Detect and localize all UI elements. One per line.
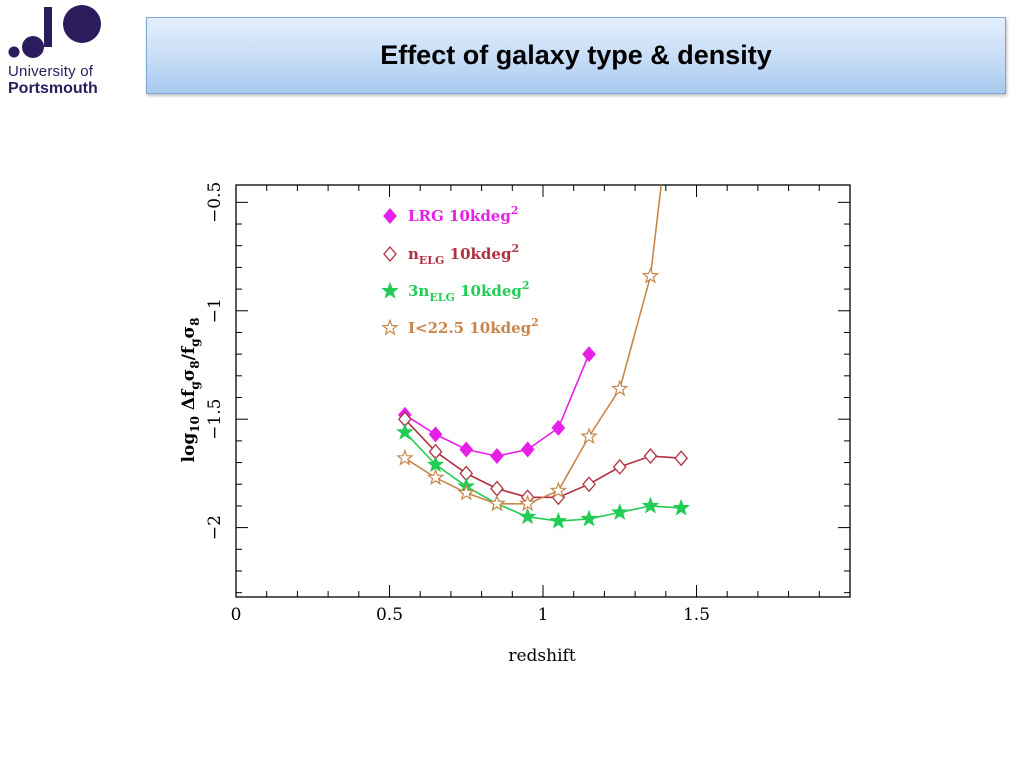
legend-label: nELG 10kdeg2 (408, 242, 519, 267)
series-1 (397, 346, 596, 465)
series-2 (397, 411, 689, 506)
legend-item-1: LRG 10kdeg2 (383, 204, 519, 225)
logo-dot-small (8, 46, 20, 58)
data-point (580, 427, 598, 445)
logo-text-line1: University of (8, 63, 94, 80)
data-point (488, 494, 506, 512)
data-point (641, 266, 660, 284)
data-point (426, 468, 445, 486)
y-axis-label: log10 Δfgσ8/fgσ8 (179, 318, 202, 463)
data-point (582, 476, 596, 493)
y-tick-label: −2 (205, 515, 225, 540)
logo-dot-medium (22, 36, 44, 58)
y-tick-label: −0.5 (205, 182, 225, 223)
logo-dot-large (63, 5, 101, 43)
title-banner: Effect of galaxy type & density (146, 17, 1006, 94)
series-line (404, 353, 590, 457)
legend-marker (381, 281, 399, 299)
data-point (520, 441, 535, 458)
data-point (610, 503, 629, 520)
data-point (549, 481, 568, 499)
legend-label: 3nELG 10kdeg2 (408, 279, 530, 304)
data-point (428, 426, 443, 443)
data-point (672, 498, 690, 516)
x-axis-label: redshift (508, 646, 575, 666)
data-point (643, 448, 658, 465)
series-line (404, 418, 682, 499)
data-point (551, 419, 566, 436)
y-tick-label: −1 (205, 298, 225, 323)
data-point (582, 346, 596, 363)
legend-item-2: nELG 10kdeg2 (383, 242, 519, 267)
legend-label: I<22.5 10kdeg2 (408, 316, 539, 337)
data-point (518, 507, 537, 525)
data-point (674, 450, 689, 467)
data-point (490, 480, 504, 497)
legend-marker (383, 246, 397, 262)
slide-title: Effect of galaxy type & density (380, 40, 772, 70)
data-point (459, 441, 474, 458)
plot-frame (235, 184, 851, 598)
data-point (610, 379, 629, 397)
data-point (580, 509, 598, 527)
x-tick-label: 0.5 (376, 605, 403, 625)
data-point (396, 422, 414, 440)
x-tick-label: 1 (538, 605, 549, 625)
data-point (641, 496, 660, 514)
university-logo (8, 5, 101, 58)
data-point (612, 458, 627, 475)
data-point (457, 483, 476, 501)
data-point (396, 448, 414, 466)
x-tick-label: 0 (231, 605, 242, 625)
series-line (404, 185, 662, 505)
legend-marker (381, 318, 399, 336)
legend-item-3: 3nELG 10kdeg2 (381, 279, 530, 304)
series-line (404, 431, 682, 522)
legend-marker (383, 208, 397, 224)
legend-label: LRG 10kdeg2 (408, 204, 519, 225)
series-4 (396, 185, 662, 512)
data-point (549, 511, 568, 529)
data-point (490, 448, 504, 465)
logo-text-line2: Portsmouth (8, 80, 98, 97)
y-tick-label: −1.5 (205, 399, 225, 440)
data-point (426, 455, 445, 473)
data-point (518, 494, 537, 512)
logo-bar (44, 7, 52, 47)
x-tick-label: 1.5 (683, 605, 710, 625)
legend-item-4: I<22.5 10kdeg2 (381, 316, 539, 337)
y-axis-label-text: log10 Δfgσ8/fgσ8 (179, 318, 202, 463)
